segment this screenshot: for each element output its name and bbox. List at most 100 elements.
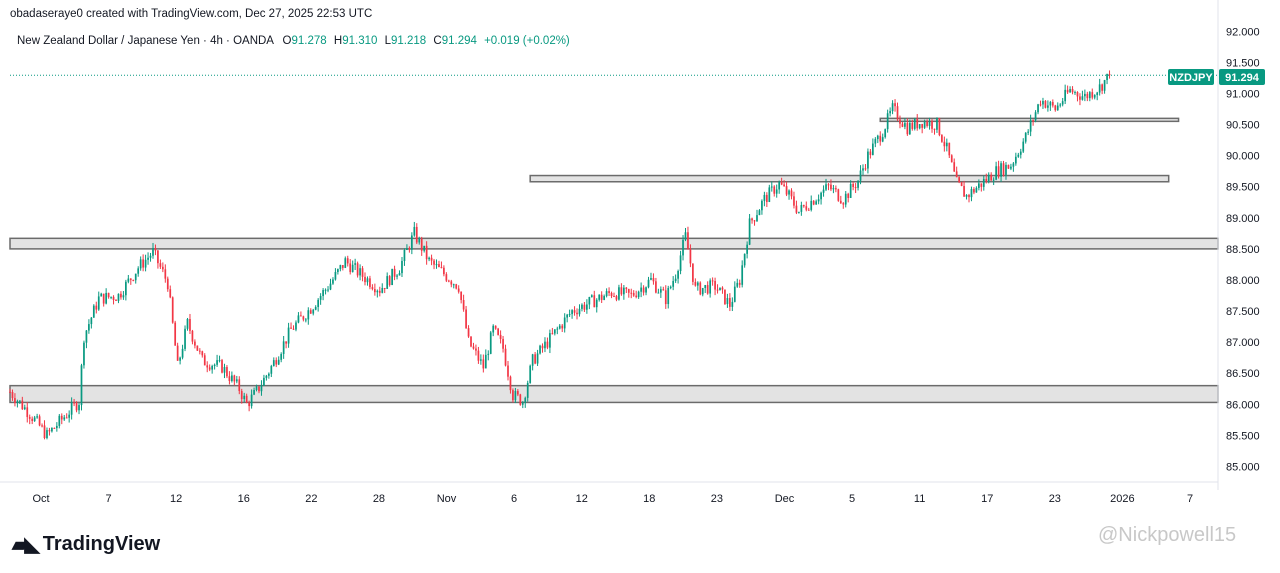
candle-body — [923, 121, 926, 128]
support-resistance-zone-3 — [879, 117, 1180, 123]
candle-body — [512, 390, 514, 401]
candle-body — [640, 287, 642, 292]
candle-body — [827, 184, 830, 186]
candle-body — [1002, 163, 1005, 175]
high-value: 91.310 — [342, 35, 378, 47]
candle-body — [588, 296, 591, 305]
candle-body — [341, 265, 344, 268]
candle-body — [60, 415, 63, 420]
candle-body — [1007, 164, 1010, 169]
author-watermark: @Nickpowell15 — [1098, 524, 1237, 546]
candle-body — [886, 113, 889, 130]
time-tick-label: 16 — [238, 493, 250, 505]
candle-body — [475, 348, 477, 351]
candle-body — [578, 308, 581, 315]
candle-body — [38, 416, 41, 426]
candle-body — [884, 129, 887, 138]
candle-body — [682, 239, 684, 256]
candle-body — [443, 267, 445, 275]
candle-body — [452, 284, 455, 286]
candle-body — [563, 317, 566, 329]
candle-body — [428, 257, 430, 260]
candle-body — [894, 103, 896, 107]
candle-body — [450, 281, 453, 285]
time-tick-label: 23 — [1049, 493, 1061, 505]
time-tick-label: 12 — [576, 493, 588, 505]
candle-body — [953, 162, 956, 172]
candle-body — [211, 366, 214, 370]
candle-body — [465, 309, 467, 329]
candle-body — [46, 430, 48, 439]
candle-body — [1044, 100, 1047, 108]
time-tick-label: 17 — [981, 493, 993, 505]
time-axis: Oct 7 12 16 22 28 Nov 6 12 18 23 Dec 5 11 17 23 2026 7 — [32, 493, 1193, 505]
candle-body — [982, 178, 985, 187]
candle-body — [120, 293, 122, 298]
time-tick-label: 23 — [711, 493, 723, 505]
candle-body — [973, 189, 975, 193]
candle-body — [231, 375, 233, 381]
candle-body — [598, 294, 601, 300]
candle-body — [253, 389, 255, 395]
candle-body — [933, 128, 936, 130]
candle-body — [871, 143, 874, 155]
candle-body — [381, 287, 384, 293]
candle-body — [918, 124, 921, 129]
candle-body — [206, 365, 209, 368]
candle-body — [378, 290, 381, 293]
candle-body — [857, 180, 859, 188]
candle-body — [312, 309, 315, 314]
candle-body — [1093, 95, 1096, 98]
candle-body — [354, 263, 357, 265]
candle-body — [263, 377, 265, 386]
candle-body — [743, 253, 746, 266]
candle-body — [48, 430, 51, 432]
candle-body — [300, 315, 302, 317]
candle-body — [157, 250, 159, 264]
candle-body — [667, 287, 670, 305]
candle-body — [832, 188, 835, 190]
candle-body — [869, 151, 872, 155]
candle-body — [1096, 92, 1099, 96]
candle-body — [635, 295, 638, 298]
price-badge: NZDJPY 91.294 — [1168, 69, 1265, 85]
candle-body — [144, 259, 147, 268]
candle-body — [516, 391, 519, 395]
candle-body — [18, 400, 21, 402]
candle-body — [936, 118, 938, 130]
candle-body — [366, 278, 369, 283]
candle-body — [127, 278, 130, 282]
candle-body — [51, 427, 53, 432]
candle-body — [551, 333, 554, 335]
candle-body — [788, 190, 790, 195]
candle-body — [802, 205, 805, 207]
candle-body — [822, 189, 825, 193]
candle-body — [630, 292, 633, 294]
tradingview-logo[interactable]: ▰◣ TradingView — [12, 532, 160, 557]
candle-body — [761, 200, 763, 211]
candle-body — [985, 178, 988, 182]
candle-body — [226, 367, 228, 377]
candle-body — [53, 427, 56, 429]
candle-body — [23, 407, 26, 410]
candle-body — [287, 327, 290, 344]
candle-body — [825, 184, 827, 190]
candle-body — [334, 271, 337, 280]
time-tick-label: Nov — [437, 493, 457, 505]
time-tick-label: 6 — [511, 493, 517, 505]
candle-body — [793, 196, 795, 206]
time-tick-label: 7 — [106, 493, 112, 505]
candle-body — [645, 287, 647, 293]
candle-body — [1081, 96, 1084, 100]
candle-body — [418, 238, 421, 243]
candle-body — [783, 184, 785, 187]
candle-body — [494, 325, 497, 329]
candle-body — [1027, 131, 1030, 133]
candle-body — [913, 118, 916, 129]
time-tick-label: 11 — [914, 493, 925, 505]
candle-body — [169, 289, 172, 298]
candle-body — [741, 265, 744, 285]
candle-body — [152, 248, 154, 256]
candle-body — [455, 284, 458, 289]
